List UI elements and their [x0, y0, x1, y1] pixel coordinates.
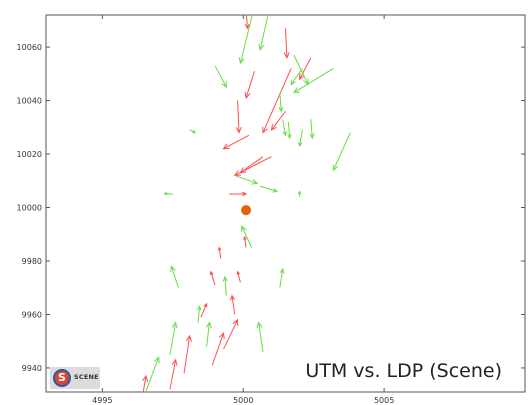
x-tick-label: 5005 — [374, 396, 394, 405]
vector-arrow — [244, 70, 255, 99]
vector-arrow — [332, 132, 351, 172]
vector-arrow — [211, 332, 225, 366]
vector-arrow — [279, 267, 285, 288]
vector-arrow — [293, 68, 334, 94]
vector-arrow — [205, 321, 212, 347]
vector-arrow — [223, 318, 239, 350]
y-tick-label: 9940 — [22, 364, 42, 373]
vector-arrow — [236, 270, 241, 283]
vector-arrow — [241, 225, 253, 248]
scene-logo: S SCENE — [50, 367, 100, 389]
vector-arrow — [142, 374, 149, 392]
vector-arrow — [163, 192, 173, 196]
vector-arrow — [262, 68, 292, 134]
vector-arrow — [222, 134, 250, 150]
vector-arrow — [243, 235, 247, 248]
vector-arrow — [239, 156, 264, 174]
vector-arrow — [200, 302, 208, 318]
y-tick-label: 10020 — [17, 150, 42, 159]
vector-arrow — [297, 190, 302, 197]
vector-arrow — [256, 321, 264, 352]
vector-field — [142, 15, 351, 392]
plot-frame — [45, 14, 526, 393]
vector-arrow — [283, 28, 290, 59]
vector-arrow — [258, 15, 269, 51]
vector-arrow — [282, 119, 288, 137]
vector-arrow — [217, 246, 222, 259]
vector-arrow — [145, 356, 160, 392]
y-tick-label: 10060 — [17, 43, 42, 52]
x-axis: 4995 5000 5005 — [92, 15, 394, 405]
center-point — [241, 205, 252, 216]
vector-arrow — [169, 358, 178, 390]
y-tick-label: 9980 — [22, 257, 42, 266]
vector-arrow — [309, 119, 315, 140]
vector-group — [142, 15, 351, 392]
vector-arrow — [290, 68, 303, 86]
vector-arrow — [170, 265, 179, 288]
vector-arrow — [197, 305, 202, 323]
vector-arrow — [169, 321, 178, 355]
vector-arrow — [287, 121, 292, 140]
vector-arrow — [229, 191, 248, 197]
vector-arrow — [270, 110, 286, 131]
vector-arrow — [244, 15, 250, 30]
x-tick-label: 5000 — [233, 396, 253, 405]
scene-logo-label: SCENE — [74, 373, 99, 381]
y-tick-label: 10040 — [17, 97, 42, 106]
vector-arrow — [222, 275, 228, 296]
scene-logo-icon: S — [53, 369, 71, 387]
vector-arrow — [183, 334, 192, 374]
vector-arrow — [278, 92, 284, 113]
vector-arrow — [189, 129, 197, 134]
y-tick-label: 10000 — [17, 204, 42, 213]
vector-arrow — [299, 57, 312, 81]
chart-title: UTM vs. LDP (Scene) — [305, 360, 502, 382]
y-tick-label: 9960 — [22, 310, 42, 319]
vector-arrow — [214, 65, 227, 89]
vector-arrow — [259, 185, 279, 193]
vector-arrow — [235, 100, 242, 134]
vector-arrow — [238, 15, 253, 65]
vector-arrow — [298, 129, 303, 148]
x-tick-label: 4995 — [92, 396, 112, 405]
vector-arrow — [209, 270, 216, 286]
vector-arrow — [230, 294, 236, 315]
vector-arrow — [234, 174, 259, 185]
y-axis: 9940 9960 9980 10000 10020 10040 10060 — [17, 43, 525, 373]
